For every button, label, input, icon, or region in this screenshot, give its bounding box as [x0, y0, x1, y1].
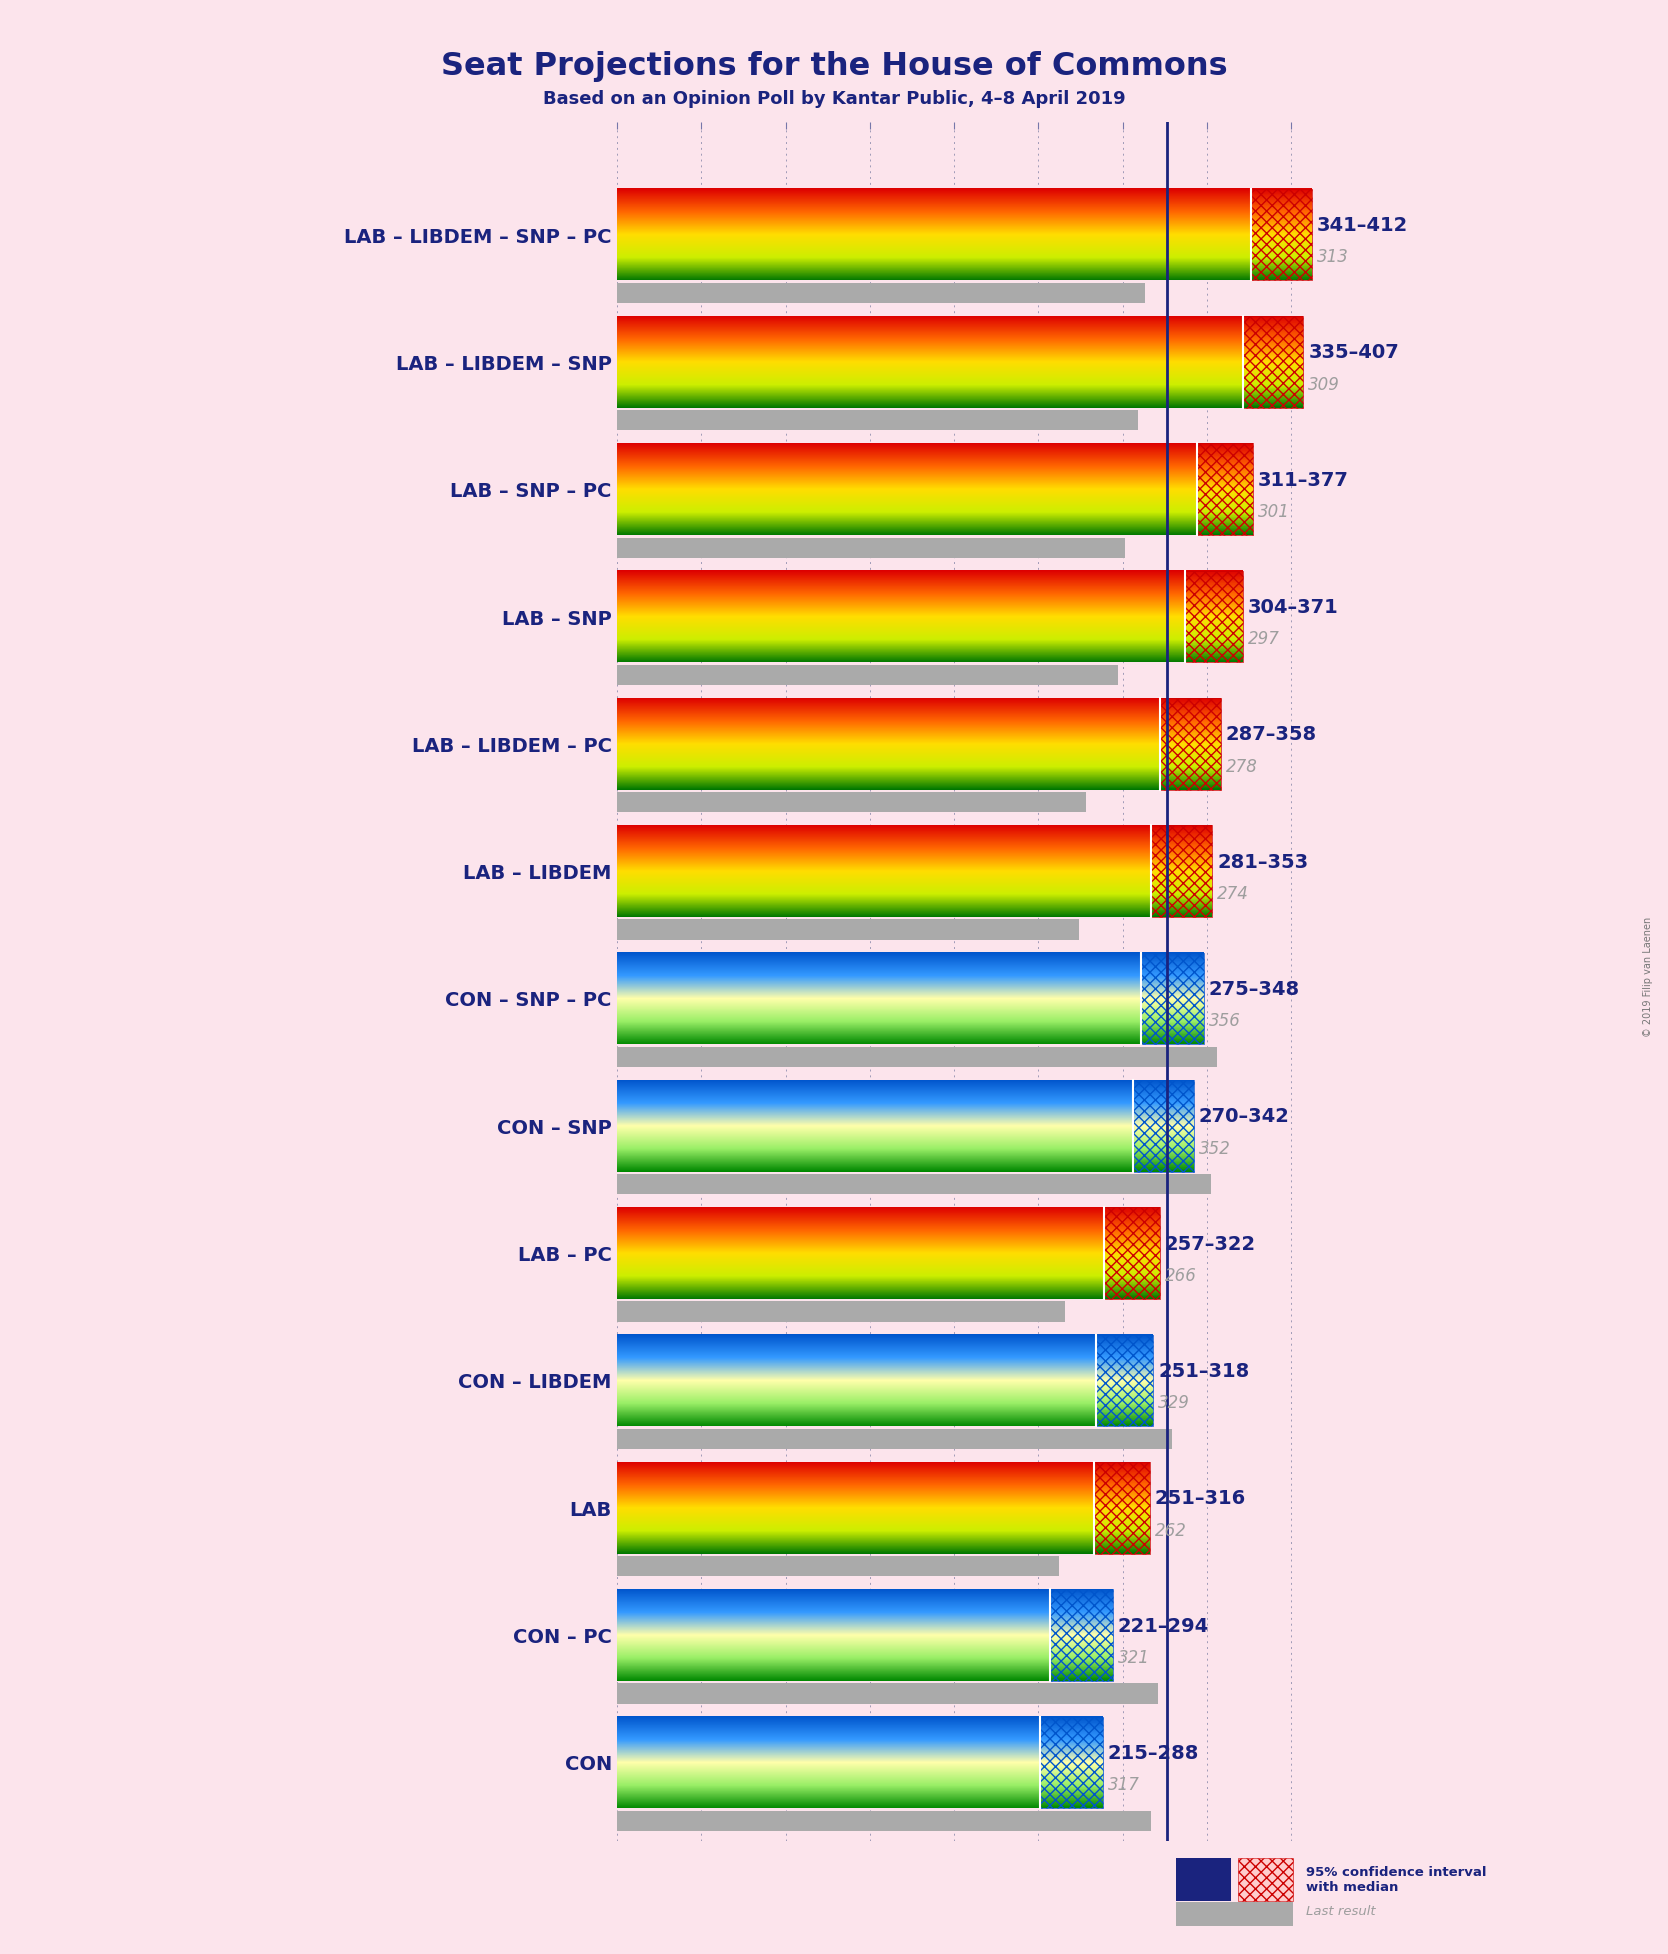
Bar: [617, 537, 1124, 557]
Text: 274: 274: [1218, 885, 1249, 903]
Bar: [617, 920, 1079, 940]
Text: 266: 266: [1164, 1266, 1198, 1286]
Text: 270–342: 270–342: [1199, 1108, 1289, 1126]
Bar: [617, 1047, 1218, 1067]
Text: 275–348: 275–348: [1209, 981, 1299, 998]
Bar: [1198, 444, 1253, 535]
Text: LAB – PC: LAB – PC: [519, 1247, 612, 1264]
Text: LAB – LIBDEM – PC: LAB – LIBDEM – PC: [412, 737, 612, 756]
Text: 297: 297: [1248, 631, 1279, 649]
Text: LAB: LAB: [569, 1501, 612, 1520]
Bar: [1159, 698, 1221, 789]
Text: Last result: Last result: [1306, 1905, 1376, 1917]
Bar: [617, 791, 1086, 813]
Text: Based on an Opinion Poll by Kantar Public, 4–8 April 2019: Based on an Opinion Poll by Kantar Publi…: [542, 90, 1126, 107]
Bar: [1096, 1335, 1153, 1426]
Bar: [617, 283, 1144, 303]
Text: 262: 262: [1154, 1522, 1186, 1540]
Text: 341–412: 341–412: [1316, 217, 1408, 234]
Text: 281–353: 281–353: [1218, 852, 1308, 871]
Bar: [617, 1174, 1211, 1194]
Text: 317: 317: [1108, 1776, 1139, 1794]
Bar: [1041, 1716, 1103, 1807]
Text: © 2019 Filip van Laenen: © 2019 Filip van Laenen: [1643, 916, 1653, 1038]
Text: 335–407: 335–407: [1308, 344, 1399, 361]
Bar: [617, 410, 1138, 430]
Bar: [617, 664, 1118, 686]
Bar: [1104, 1208, 1159, 1299]
Bar: [1133, 1081, 1194, 1172]
Text: 304–371: 304–371: [1248, 598, 1338, 617]
Text: LAB – LIBDEM – SNP: LAB – LIBDEM – SNP: [395, 356, 612, 373]
Text: 301: 301: [1258, 502, 1289, 522]
Text: LAB – SNP – PC: LAB – SNP – PC: [450, 483, 612, 500]
Text: 287–358: 287–358: [1226, 725, 1316, 744]
Text: CON – SNP: CON – SNP: [497, 1120, 612, 1137]
Text: CON – PC: CON – PC: [514, 1628, 612, 1647]
Bar: [1251, 190, 1311, 279]
Text: Seat Projections for the House of Commons: Seat Projections for the House of Common…: [440, 51, 1228, 82]
Bar: [617, 1428, 1171, 1450]
Text: 321: 321: [1118, 1649, 1149, 1667]
Text: LAB – LIBDEM: LAB – LIBDEM: [464, 864, 612, 883]
Bar: [617, 1811, 1151, 1831]
Text: 257–322: 257–322: [1164, 1235, 1256, 1254]
Bar: [1141, 954, 1204, 1043]
Text: LAB – LIBDEM – SNP – PC: LAB – LIBDEM – SNP – PC: [344, 227, 612, 246]
Text: 215–288: 215–288: [1108, 1745, 1199, 1763]
Text: 278: 278: [1226, 758, 1258, 776]
Text: CON – LIBDEM: CON – LIBDEM: [459, 1374, 612, 1393]
Text: 251–318: 251–318: [1158, 1362, 1249, 1381]
Bar: [1094, 1462, 1149, 1553]
Text: CON – SNP – PC: CON – SNP – PC: [445, 991, 612, 1010]
Text: CON: CON: [564, 1755, 612, 1774]
Text: 329: 329: [1158, 1395, 1189, 1413]
Text: 313: 313: [1316, 248, 1349, 266]
Bar: [1243, 317, 1303, 408]
Text: 95% confidence interval
with median: 95% confidence interval with median: [1306, 1866, 1486, 1893]
Bar: [1051, 1589, 1113, 1680]
Bar: [617, 1684, 1158, 1704]
Text: LAB – SNP: LAB – SNP: [502, 610, 612, 629]
Bar: [1186, 571, 1243, 662]
Text: 251–316: 251–316: [1154, 1489, 1246, 1508]
Bar: [617, 1555, 1059, 1577]
Text: 221–294: 221–294: [1118, 1616, 1209, 1635]
Bar: [617, 1301, 1066, 1321]
Text: 311–377: 311–377: [1258, 471, 1349, 490]
Text: 352: 352: [1199, 1139, 1231, 1157]
Text: 309: 309: [1308, 375, 1339, 395]
Text: 356: 356: [1209, 1012, 1241, 1030]
Bar: [1151, 825, 1213, 916]
